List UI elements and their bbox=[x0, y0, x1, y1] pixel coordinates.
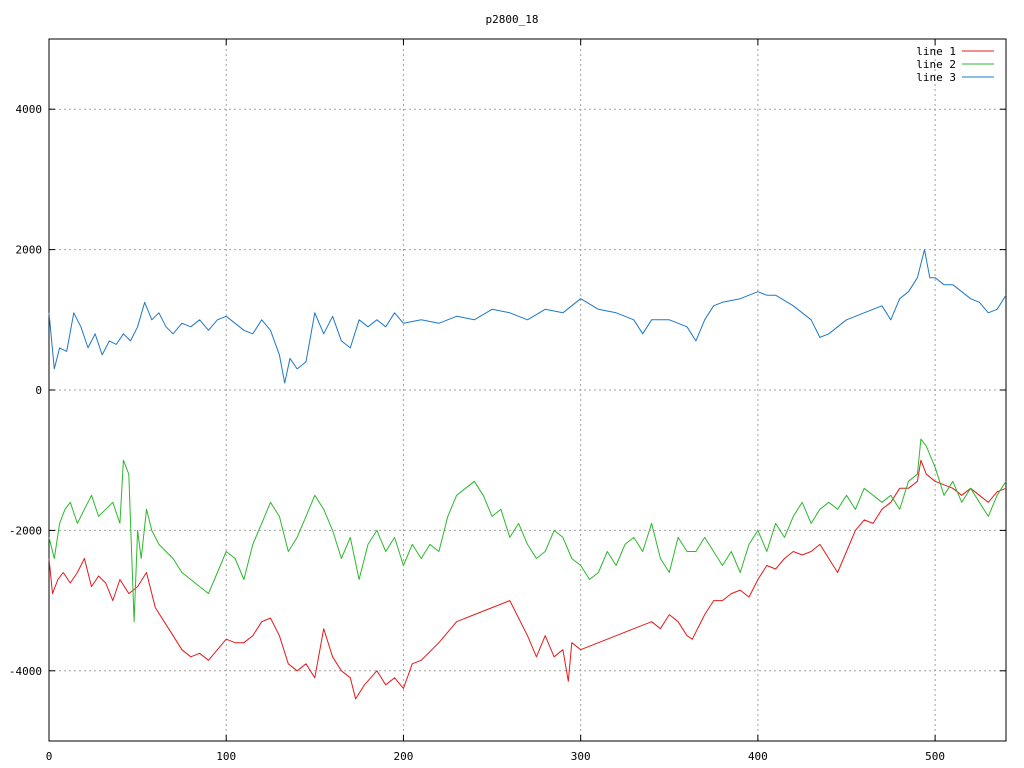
legend-label-2: line 2 bbox=[916, 58, 956, 71]
y-tick-label: 0 bbox=[35, 384, 42, 397]
y-tick-label: 2000 bbox=[16, 244, 43, 257]
x-tick-label: 0 bbox=[46, 750, 53, 763]
x-tick-label: 400 bbox=[748, 750, 768, 763]
series-line-2 bbox=[48, 438, 1007, 623]
series-line-1 bbox=[48, 459, 1007, 700]
series-line-3 bbox=[48, 249, 1007, 384]
x-tick-label: 100 bbox=[216, 750, 236, 763]
y-tick-label: -2000 bbox=[9, 524, 42, 537]
y-tick-label: 4000 bbox=[16, 103, 43, 116]
x-tick-label: 200 bbox=[394, 750, 414, 763]
x-tick-label: 500 bbox=[925, 750, 945, 763]
legend-label-1: line 1 bbox=[916, 45, 956, 58]
axes: 0 100 200 300 400 500 -4000 -2000 0 2000 4000 bbox=[9, 38, 1007, 763]
x-tick-label: 300 bbox=[571, 750, 591, 763]
legend-label-3: line 3 bbox=[916, 71, 956, 84]
y-tick-label: -4000 bbox=[9, 665, 42, 678]
chart-title: p2800_18 bbox=[486, 13, 539, 26]
series-lines bbox=[48, 249, 1007, 700]
